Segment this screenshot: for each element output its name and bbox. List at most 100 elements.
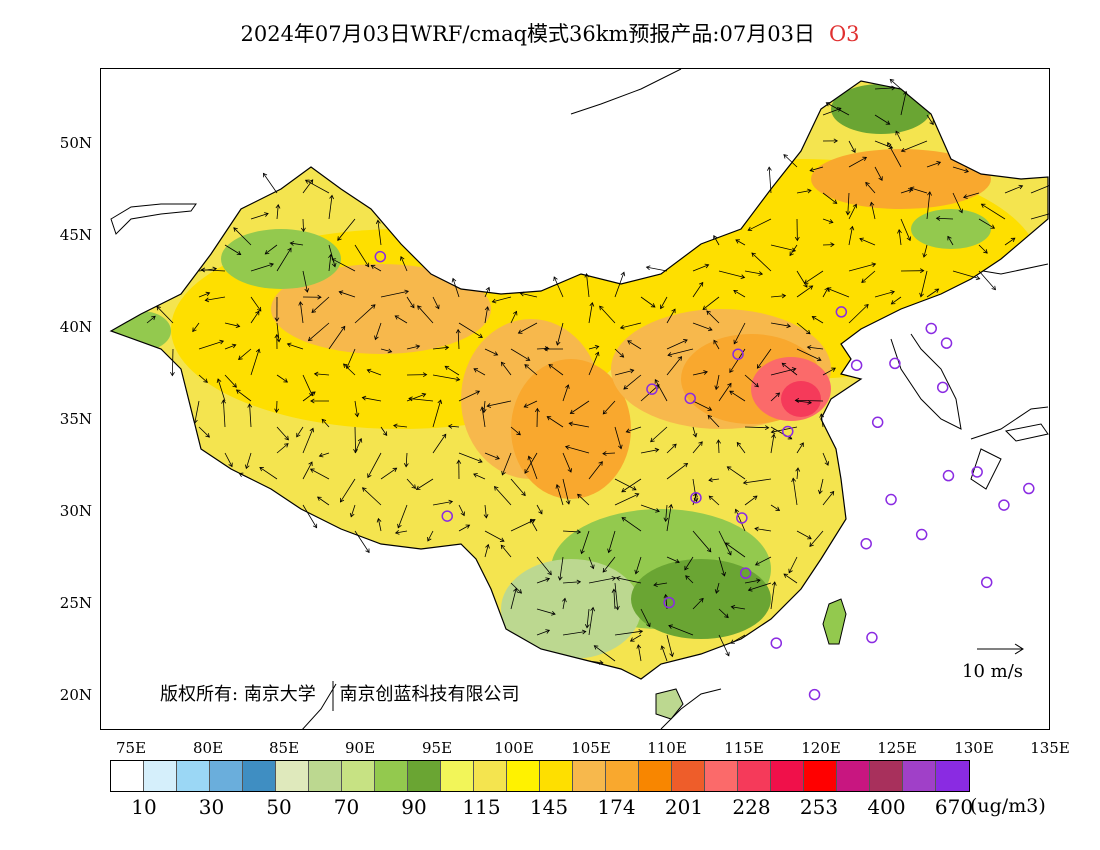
wind-arrowhead xyxy=(646,622,651,628)
wind-vector xyxy=(448,425,460,428)
wind-vector xyxy=(484,348,498,356)
wind-arrowhead xyxy=(599,305,604,311)
city-marker xyxy=(736,512,748,524)
wind-vector xyxy=(666,339,688,350)
wind-vector xyxy=(536,556,552,575)
wind-arrowhead xyxy=(529,518,535,524)
wind-arrowhead xyxy=(221,399,226,404)
colorbar-label: 201 xyxy=(664,795,704,819)
wind-arrowhead xyxy=(627,340,632,345)
wind-vector xyxy=(796,270,808,288)
wind-arrowhead xyxy=(878,176,883,181)
wind-vector xyxy=(827,287,850,298)
wind-vector xyxy=(796,442,804,454)
colorbar-swatch xyxy=(804,761,837,791)
wind-arrowhead xyxy=(775,506,781,511)
wind-arrowhead xyxy=(337,236,342,241)
wind-vector xyxy=(510,348,530,361)
wind-vector xyxy=(416,478,434,490)
wind-arrowhead xyxy=(151,315,156,321)
wind-arrowhead xyxy=(486,403,492,408)
wind-arrowhead xyxy=(555,483,561,489)
wind-arrowhead xyxy=(672,443,677,449)
wind-arrowhead xyxy=(311,308,317,314)
wind-vector xyxy=(501,362,512,376)
wind-vector xyxy=(354,304,376,324)
lon-label: 80E xyxy=(192,739,224,757)
wind-vector xyxy=(250,311,260,324)
wind-vector xyxy=(614,493,639,506)
wind-arrowhead xyxy=(408,396,413,402)
wind-vector xyxy=(354,438,362,454)
city-marker xyxy=(866,631,878,644)
city-marker xyxy=(732,348,744,360)
wind-arrowhead xyxy=(455,376,461,382)
wind-vector xyxy=(626,426,642,433)
wind-arrowhead xyxy=(444,345,450,351)
copyright-text: 版权所有: 南京大学 南京创蓝科技有限公司 xyxy=(160,680,520,706)
wind-arrowhead xyxy=(721,571,726,577)
wind-vector xyxy=(667,348,694,356)
wind-arrowhead xyxy=(764,425,770,431)
wind-vector xyxy=(314,373,330,376)
wind-arrowhead xyxy=(331,258,337,263)
wind-arrowhead xyxy=(236,250,242,256)
wind-vector xyxy=(708,478,720,481)
wind-vector xyxy=(328,244,336,267)
wind-arrowhead xyxy=(289,241,295,246)
wind-vector xyxy=(819,478,824,494)
wind-arrowhead xyxy=(708,495,714,501)
wind-arrowhead xyxy=(204,297,210,303)
wind-vector xyxy=(339,291,356,298)
wind-arrowhead xyxy=(621,517,627,522)
wind-arrowhead xyxy=(370,304,376,309)
wind-vector xyxy=(602,556,616,573)
city-marker xyxy=(936,381,949,394)
wind-arrowhead xyxy=(517,329,523,334)
wind-arrowhead xyxy=(736,441,742,447)
wind-arrowhead xyxy=(830,242,835,248)
wind-vector xyxy=(319,452,330,457)
wind-arrowhead xyxy=(852,203,858,209)
wind-arrowhead xyxy=(569,409,575,414)
wind-arrowhead xyxy=(460,511,465,517)
wind-arrowhead xyxy=(733,339,738,345)
wind-vector xyxy=(395,530,408,534)
wind-vector xyxy=(222,399,226,428)
wind-arrowhead xyxy=(706,310,711,316)
wind-arrowhead xyxy=(819,413,825,418)
wind-vector xyxy=(713,340,720,350)
wind-arrowhead xyxy=(645,265,651,271)
wind-arrowhead xyxy=(557,576,563,581)
wind-vector xyxy=(328,326,346,350)
wind-vector xyxy=(245,452,252,469)
wind-arrowhead xyxy=(411,484,417,489)
wind-vector xyxy=(432,374,460,381)
wind-arrowhead xyxy=(551,610,556,616)
wind-arrowhead xyxy=(376,517,382,523)
wind-arrowhead xyxy=(832,199,838,204)
wind-arrowhead xyxy=(655,384,660,389)
wind-arrowhead xyxy=(611,588,617,593)
wind-arrowhead xyxy=(683,462,689,468)
wind-vector xyxy=(354,426,356,453)
wind-arrowhead xyxy=(890,290,895,295)
wind-vector xyxy=(406,296,415,308)
wind-vector xyxy=(926,288,939,298)
wind-vector xyxy=(417,305,434,324)
wind-vector xyxy=(770,581,776,610)
wind-arrowhead xyxy=(547,570,552,576)
wind-arrowhead xyxy=(484,306,490,311)
wind-vector xyxy=(920,270,928,297)
wind-vector xyxy=(305,179,330,194)
wind-vector xyxy=(708,495,720,506)
wind-vector xyxy=(874,114,890,125)
wind-vector xyxy=(588,302,593,324)
wind-vector xyxy=(432,296,440,309)
wind-vector xyxy=(666,556,680,563)
colorbar-swatch xyxy=(903,761,936,791)
wind-arrowhead xyxy=(990,224,996,229)
wind-arrowhead xyxy=(235,323,241,329)
wind-arrowhead xyxy=(193,419,198,424)
wind-arrowhead xyxy=(895,130,900,136)
